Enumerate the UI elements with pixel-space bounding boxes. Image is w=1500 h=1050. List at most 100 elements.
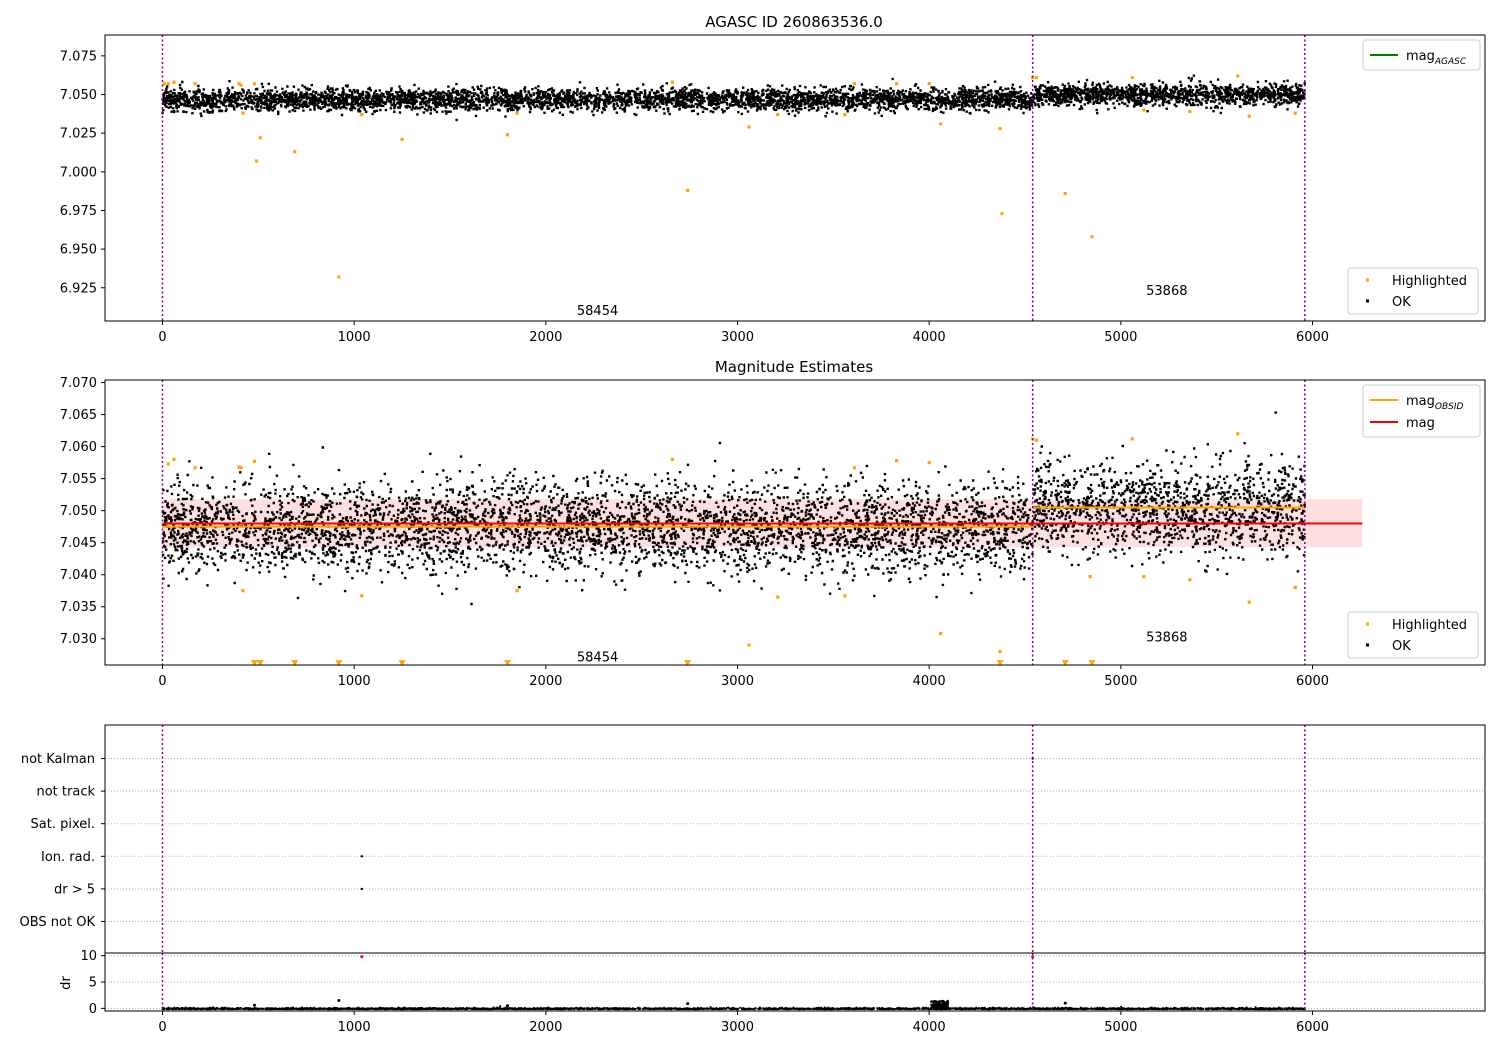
p2-highlighted-point: [172, 457, 176, 462]
p3-xtick-label: 6000: [1296, 1020, 1329, 1035]
p3-xtick-label: 1000: [338, 1020, 371, 1035]
p1-ok-points: [161, 74, 1306, 122]
p3-category-label: Ion. rad.: [41, 850, 95, 865]
agasc-legend-lower: Highlighted OK: [1347, 267, 1479, 315]
p2-highlighted-point: [998, 649, 1002, 654]
p1-highlighted-point: [1142, 108, 1146, 112]
p1-ytick-label: 6.925: [60, 281, 97, 296]
p3-xtick-label: 0: [158, 1020, 166, 1035]
dr-plot-area: 0 5 10 0 1000 2000 3000 4000 5000 6000: [80, 949, 1486, 1035]
p1-highlighted-point: [843, 113, 847, 117]
p1-highlighted-point: [1090, 235, 1094, 239]
p4-ytick-label: 0: [89, 1002, 97, 1017]
p1-highlighted-point: [927, 82, 931, 86]
p1-highlighted-point: [193, 82, 197, 86]
p3-flag-point: [360, 855, 364, 858]
p2-ytick-label: 7.060: [60, 440, 97, 455]
agasc-panel-title: AGASC ID 260863536.0: [705, 13, 883, 31]
p0-xtick-label: 2000: [529, 330, 562, 345]
p1-highlighted-point: [360, 113, 364, 117]
p1-highlighted-point: [1188, 109, 1192, 114]
p2-offscale-marker: [1061, 660, 1069, 667]
p2-ytick-label: 7.050: [60, 504, 97, 519]
p1-highlighted-point: [162, 82, 167, 86]
p2-highlighted-point: [1130, 437, 1134, 441]
p3-frame: [104, 724, 1486, 954]
p2-highlighted-point: [239, 466, 243, 470]
p2-legend-box: [1347, 611, 1479, 659]
p2-obsid-annotation: 58454: [577, 650, 618, 665]
p1-highlighted-point: [852, 82, 857, 86]
p2-highlighted-point: [852, 466, 857, 470]
p1-legend-label-main: mag: [1406, 49, 1435, 64]
p2-obsid-annotation: 53868: [1146, 630, 1187, 645]
p1-ytick-label: 7.050: [60, 88, 97, 103]
p4-dr-points: [161, 999, 1306, 1011]
magnitude-panel-title: Magnitude Estimates: [715, 358, 873, 376]
p2-highlighted-point: [747, 643, 751, 647]
p1-legend-marker: [1366, 278, 1369, 282]
p2-ok-points: [161, 411, 1306, 606]
p2-legend-marker: [1366, 643, 1369, 647]
p4-dr-outlier: [1031, 955, 1035, 959]
p2-highlighted-point: [1293, 585, 1297, 590]
p2-offscale-marker: [256, 660, 264, 667]
p2-legend-label: magOBSID: [1406, 394, 1464, 412]
p1-legend-marker: [1366, 299, 1369, 303]
p1-legend-label: magAGASC: [1406, 49, 1467, 67]
p3-xtick-label: 3000: [721, 1020, 754, 1035]
p3-xtick-label: 2000: [529, 1020, 562, 1035]
p0-xtick-label: 4000: [913, 330, 946, 345]
p2-highlighted-point: [252, 459, 257, 463]
p2-highlighted-point: [360, 594, 364, 598]
p1-highlighted-point: [239, 83, 243, 87]
p2-highlighted-point: [1247, 600, 1251, 604]
p3-xtick-label: 4000: [913, 1020, 946, 1035]
p2-highlighted-point: [939, 632, 943, 636]
p1-xtick-label: 0: [158, 674, 166, 689]
flags-panel: OBS not OK dr > 5 Ion. rad. Sat. pixel. not …: [20, 724, 1486, 954]
p2-legend-box: [1362, 384, 1481, 438]
p1-highlighted-point: [241, 111, 245, 115]
p0-xtick-label: 6000: [1296, 330, 1329, 345]
p1-highlighted-point: [1034, 75, 1039, 80]
p1-highlighted-point: [998, 126, 1002, 131]
p1-xtick-label: 4000: [913, 674, 946, 689]
p2-offscale-marker: [398, 660, 406, 667]
p1-obsid-annotation: 53868: [1146, 284, 1187, 299]
p2-highlighted-point: [1034, 438, 1039, 442]
p1-highlighted-point: [776, 113, 780, 117]
p2-legend-label-main: mag: [1406, 416, 1435, 431]
p0-xtick-label: 3000: [721, 330, 754, 345]
p3-category-label: OBS not OK: [20, 915, 96, 930]
flags-plot-area: OBS not OK dr > 5 Ion. rad. Sat. pixel. not …: [20, 724, 1486, 954]
p1-legend-label: OK: [1392, 295, 1411, 310]
p2-ytick-label: 7.065: [60, 408, 97, 423]
p2-ytick-label: 7.040: [60, 568, 97, 583]
p4-dr-outlier: [686, 1002, 690, 1006]
p1-ytick-label: 7.075: [60, 49, 97, 64]
p2-ytick-label: 7.035: [60, 600, 97, 615]
p2-offscale-marker: [251, 660, 258, 667]
p1-obsid-annotation: 58454: [577, 304, 618, 319]
p1-highlighted-point: [293, 150, 297, 154]
p1-ytick-label: 6.975: [60, 204, 97, 219]
p1-highlighted-point: [505, 133, 510, 137]
p1-highlighted-point: [939, 122, 943, 126]
p1-highlighted-point: [252, 82, 257, 86]
p3-category-label: dr > 5: [54, 882, 95, 897]
p2-highlighted-point: [843, 594, 847, 598]
p1-highlighted-point: [1236, 74, 1240, 78]
p1-highlighted-point: [1000, 211, 1004, 216]
p2-highlighted-point: [237, 465, 241, 469]
p2-legend-label-subscript: OBSID: [1435, 402, 1464, 412]
p1-highlighted-point: [1247, 114, 1251, 118]
p2-offscale-marker: [335, 660, 343, 667]
p2-legend-label-main: mag: [1406, 394, 1435, 409]
p2-ytick-label: 7.030: [60, 632, 97, 647]
p1-xtick-label: 5000: [1104, 674, 1137, 689]
p4-dr-outlier: [253, 1003, 256, 1007]
p1-highlighted-point: [400, 137, 404, 141]
p1-highlighted-point: [237, 82, 241, 86]
p3-category-label: Sat. pixel.: [31, 817, 95, 832]
